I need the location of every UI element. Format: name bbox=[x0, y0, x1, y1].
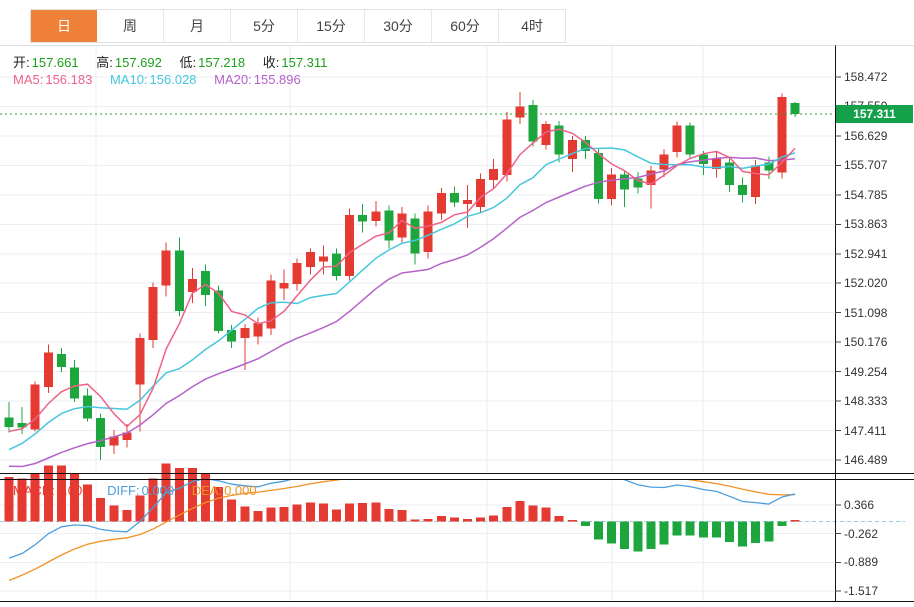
price-axis-label: 148.333 bbox=[844, 394, 888, 409]
last-price-tag: 157.311 bbox=[836, 105, 913, 124]
macd-readout: MACD: 0.000 DIFF: 0.000 DEA: 0.000 bbox=[13, 483, 271, 498]
tab-4时[interactable]: 4时 bbox=[499, 10, 565, 42]
ma5-value: 156.183 bbox=[45, 72, 93, 87]
low-value: 157.218 bbox=[198, 55, 246, 70]
tab-5分[interactable]: 5分 bbox=[231, 10, 298, 42]
price-axis-label: 156.629 bbox=[844, 128, 888, 143]
high-label: 高: bbox=[96, 55, 113, 70]
ma5-label: MA5: bbox=[13, 72, 44, 87]
ma10-value: 156.028 bbox=[149, 72, 197, 87]
macd-value: 0.000 bbox=[56, 483, 90, 498]
price-axis-label: 153.863 bbox=[844, 217, 888, 232]
macd-axis-label: 0.366 bbox=[844, 498, 875, 512]
price-axis-label: 149.254 bbox=[844, 364, 888, 379]
close-label: 收: bbox=[262, 55, 280, 70]
tab-60分[interactable]: 60分 bbox=[432, 10, 499, 42]
high-value: 157.692 bbox=[114, 55, 162, 70]
tab-周[interactable]: 周 bbox=[97, 10, 164, 42]
tab-15分[interactable]: 15分 bbox=[298, 10, 365, 42]
price-axis-label: 147.411 bbox=[844, 423, 887, 438]
tab-月[interactable]: 月 bbox=[164, 10, 231, 42]
macd-axis-label: -0.889 bbox=[844, 555, 879, 570]
open-label: 开: bbox=[13, 55, 30, 70]
diff-value: 0.000 bbox=[141, 483, 175, 498]
macd-axis-label: -1.517 bbox=[844, 584, 879, 598]
open-value: 157.661 bbox=[31, 55, 79, 70]
macd-axis-label: -0.262 bbox=[844, 526, 879, 541]
price-axis: 158.472157.550156.629155.707154.785153.8… bbox=[844, 0, 914, 607]
dea-value: 0.000 bbox=[224, 483, 257, 498]
price-axis-label: 150.176 bbox=[844, 335, 888, 350]
timeframe-tab-bar: 日周月 5分 15分 30分 60分 4时 bbox=[30, 9, 566, 43]
dea-label: DEA: bbox=[191, 483, 223, 498]
ma-readout: MA5: 156.183 MA10: 156.028 MA20: 155.896 bbox=[13, 72, 315, 87]
price-axis-label: 151.098 bbox=[844, 305, 888, 320]
price-axis-label: 155.707 bbox=[844, 158, 888, 173]
price-axis-label: 152.020 bbox=[844, 276, 888, 291]
ma10-label: MA10: bbox=[109, 72, 148, 87]
price-axis-label: 146.489 bbox=[844, 453, 888, 467]
low-label: 低: bbox=[179, 55, 197, 70]
ohlc-readout: 开: 157.661 高: 157.692 低: 157.218 收: 157.311 bbox=[13, 52, 341, 71]
macd-label: MACD: bbox=[13, 483, 55, 498]
price-axis-label: 158.472 bbox=[844, 70, 888, 84]
close-value: 157.311 bbox=[281, 55, 328, 70]
tab-30分[interactable]: 30分 bbox=[365, 10, 432, 42]
price-axis-label: 152.941 bbox=[844, 246, 888, 261]
diff-label: DIFF: bbox=[107, 483, 140, 498]
ma20-label: MA20: bbox=[214, 72, 252, 87]
ma20-value: 155.896 bbox=[253, 72, 301, 87]
price-axis-label: 154.785 bbox=[844, 187, 888, 202]
tab-日[interactable]: 日 bbox=[31, 10, 97, 42]
